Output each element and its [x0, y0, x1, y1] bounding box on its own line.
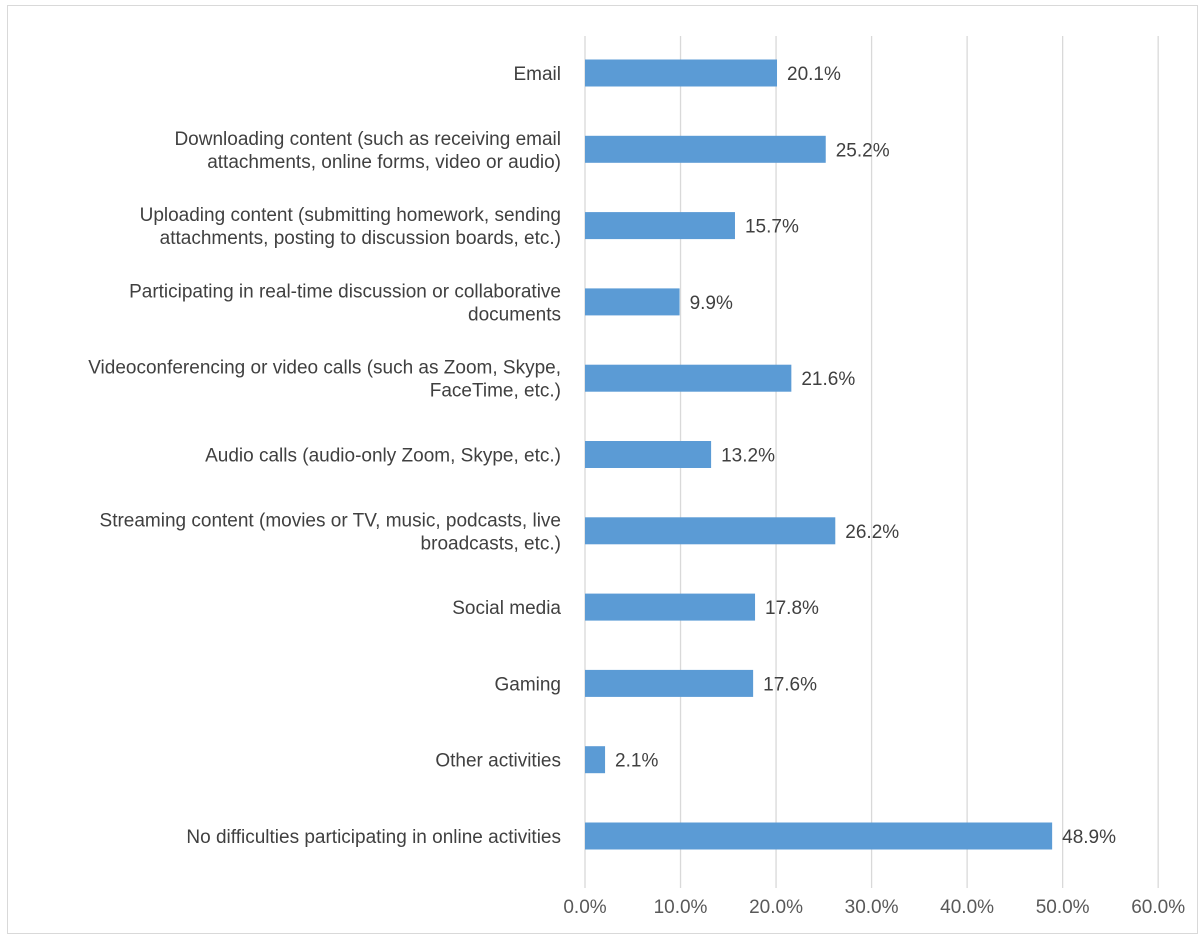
- bar: [585, 593, 756, 621]
- bar: [585, 59, 778, 87]
- x-tick-label: 0.0%: [563, 897, 606, 918]
- x-tick-label: 60.0%: [1131, 897, 1185, 918]
- category-label: Other activities: [435, 751, 561, 772]
- data-labels: 20.1% 25.2% 15.7% 9.9% 21.6% 13.2% 26.2% 17.8% 1…: [615, 64, 1116, 848]
- category-label: Videoconferencing or video calls (such a…: [88, 358, 561, 402]
- bar: [585, 288, 680, 316]
- bar: [585, 212, 735, 240]
- x-tick-label: 30.0%: [845, 897, 899, 918]
- bar-chart: Email Downloading content (such as receiv…: [88, 36, 1185, 918]
- data-label: 2.1%: [615, 751, 658, 772]
- data-label: 48.9%: [1062, 827, 1116, 848]
- bar: [585, 822, 1053, 850]
- bar: [585, 364, 792, 392]
- category-label: Uploading content (submitting homework, …: [140, 205, 561, 249]
- category-label: Social media: [452, 598, 561, 619]
- category-label: Streaming content (movies or TV, music, …: [100, 510, 561, 554]
- category-label: Downloading content (such as receiving e…: [174, 129, 561, 173]
- data-label: 17.8%: [765, 598, 819, 619]
- category-labels: Email Downloading content (such as receiv…: [88, 64, 561, 848]
- data-label: 21.6%: [801, 369, 855, 390]
- bar: [585, 441, 712, 468]
- gridlines: [584, 36, 1159, 888]
- data-label: 26.2%: [845, 522, 899, 543]
- category-label: Audio calls (audio-only Zoom, Skype, etc…: [205, 446, 561, 467]
- bar: [585, 669, 754, 697]
- x-tick-label: 40.0%: [940, 897, 994, 918]
- data-label: 9.9%: [690, 293, 733, 314]
- x-tick-label: 50.0%: [1036, 897, 1090, 918]
- category-label: Email: [513, 64, 561, 85]
- data-label: 17.6%: [763, 674, 817, 695]
- data-label: 15.7%: [745, 217, 799, 238]
- category-label: Participating in real-time discussion or…: [129, 281, 561, 325]
- data-label: 25.2%: [836, 140, 890, 161]
- data-label: 13.2%: [721, 446, 775, 467]
- data-label: 20.1%: [787, 64, 841, 85]
- x-tick-label: 10.0%: [654, 897, 708, 918]
- bar: [585, 517, 836, 545]
- bars: [585, 59, 1053, 850]
- category-label: No difficulties participating in online …: [186, 827, 561, 848]
- category-label: Gaming: [494, 674, 561, 695]
- chart-frame: Email Downloading content (such as receiv…: [7, 5, 1198, 934]
- x-axis-tick-labels: 0.0% 10.0% 20.0% 30.0% 40.0% 50.0% 60.0%: [563, 897, 1185, 918]
- x-tick-label: 20.0%: [749, 897, 803, 918]
- bar: [585, 746, 606, 774]
- bar: [585, 135, 826, 163]
